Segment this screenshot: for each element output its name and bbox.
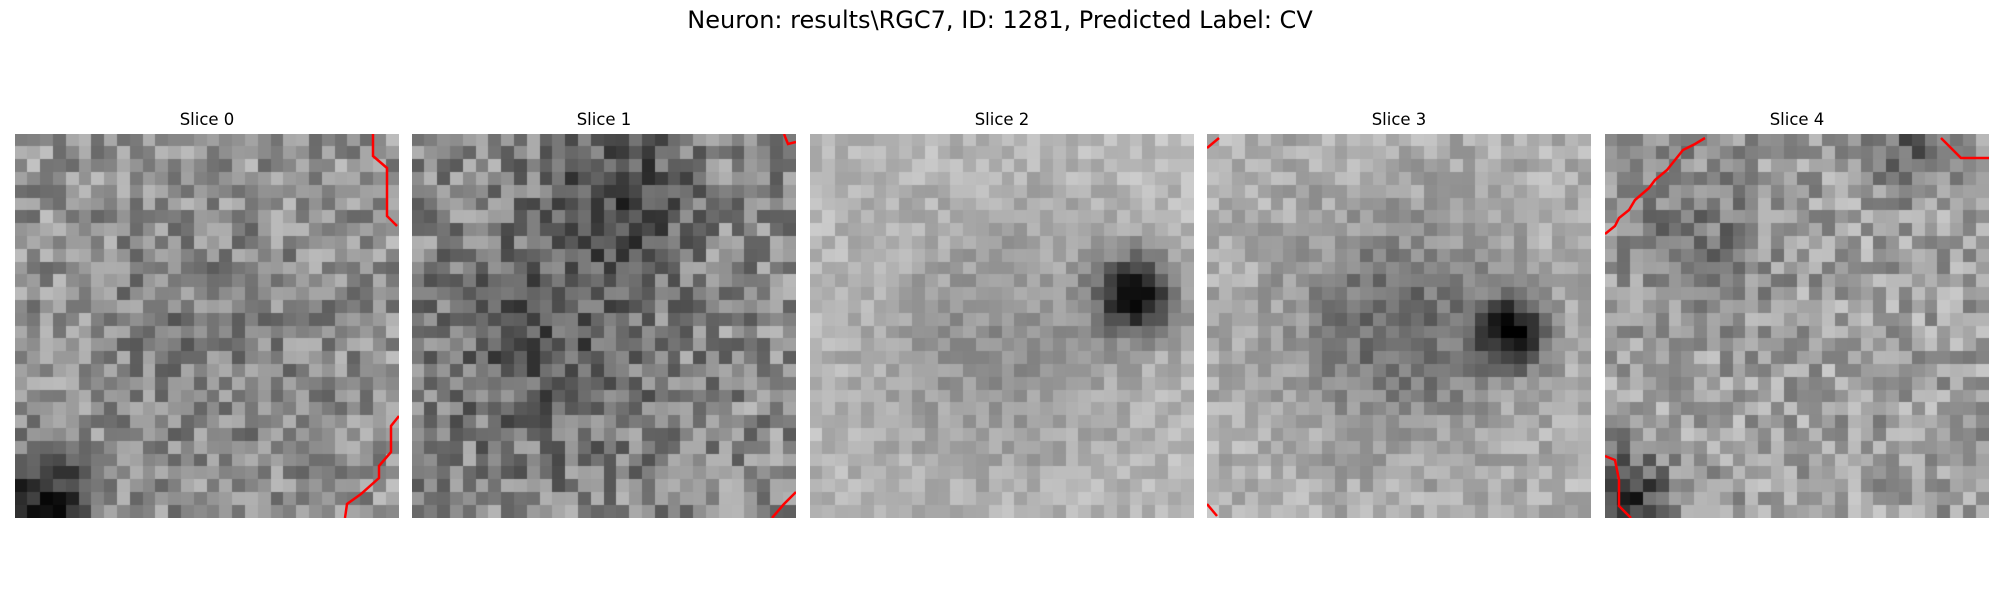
slice-image-4: [1605, 134, 1989, 518]
slice-panel-2: Slice 2: [810, 108, 1194, 518]
slice-panel-1: Slice 1: [412, 108, 796, 518]
slice-title-4: Slice 4: [1769, 110, 1825, 129]
slice-title-3: Slice 3: [1371, 110, 1427, 129]
slice-title-2: Slice 2: [974, 110, 1030, 129]
slice-panel-0: Slice 0: [15, 108, 399, 518]
slice-title-0: Slice 0: [179, 110, 235, 129]
slice-image-2: [810, 134, 1194, 518]
slice-title-1: Slice 1: [576, 110, 632, 129]
slice-image-3: [1207, 134, 1591, 518]
slice-panel-3: Slice 3: [1207, 108, 1591, 518]
slice-panel-4: Slice 4: [1605, 108, 1989, 518]
figure-title: Neuron: results\RGC7, ID: 1281, Predicte…: [687, 6, 1313, 34]
slice-image-0: [15, 134, 399, 518]
slice-image-1: [412, 134, 796, 518]
